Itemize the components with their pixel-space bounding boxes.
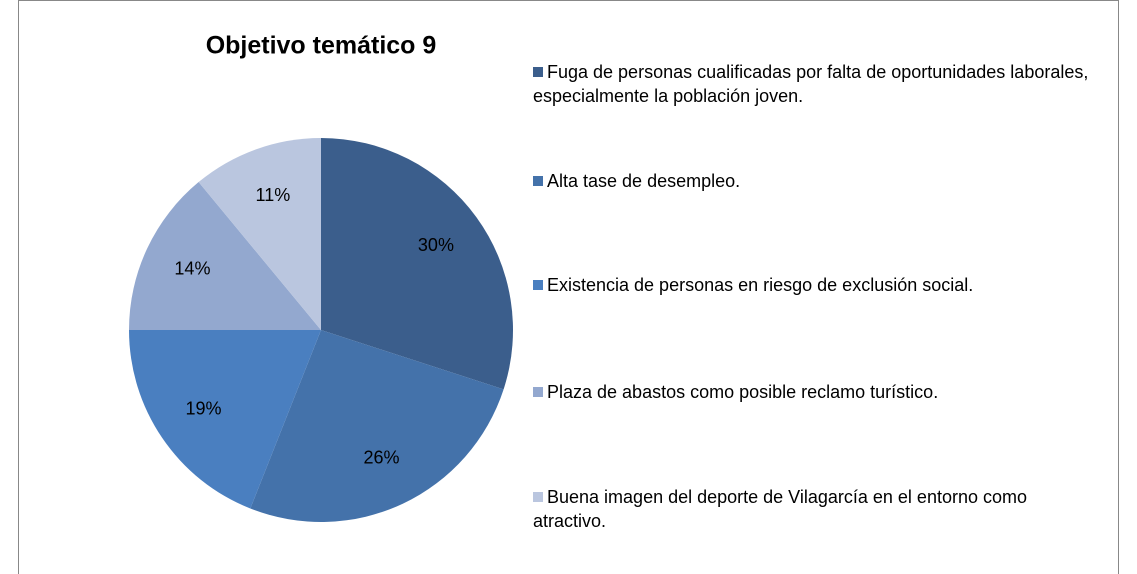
legend-swatch — [533, 67, 543, 77]
legend-swatch — [533, 176, 543, 186]
data-label: 30% — [418, 235, 454, 255]
pie-slice — [129, 330, 321, 509]
legend-label: Alta tase de desempleo. — [547, 171, 741, 191]
legend-item: Existencia de personas en riesgo de excl… — [533, 273, 1103, 297]
data-label: 19% — [185, 399, 221, 419]
legend-item: Buena imagen del deporte de Vilagarcía e… — [533, 485, 1103, 533]
legend-swatch — [533, 492, 543, 502]
legend-item: Plaza de abastos como posible reclamo tu… — [533, 380, 1103, 404]
chart-title: Objetivo temático 9 — [206, 32, 437, 60]
pie-slice — [129, 182, 321, 330]
chart-frame — [18, 0, 1119, 574]
legend-label: Existencia de personas en riesgo de excl… — [547, 275, 974, 295]
legend-label: Buena imagen del deporte de Vilagarcía e… — [533, 487, 1027, 531]
data-label: 26% — [363, 447, 399, 467]
data-label: 11% — [256, 185, 291, 205]
legend-label: Fuga de personas cualificadas por falta … — [533, 62, 1089, 106]
legend-label: Plaza de abastos como posible reclamo tu… — [547, 382, 939, 402]
legend-item: Fuga de personas cualificadas por falta … — [533, 60, 1103, 108]
legend-swatch — [533, 280, 543, 290]
legend-item: Alta tase de desempleo. — [533, 169, 1103, 193]
pie-slice — [321, 138, 513, 390]
data-label: 14% — [174, 258, 210, 278]
pie-slice — [250, 330, 504, 522]
pie-slice — [198, 138, 321, 330]
legend-swatch — [533, 387, 543, 397]
